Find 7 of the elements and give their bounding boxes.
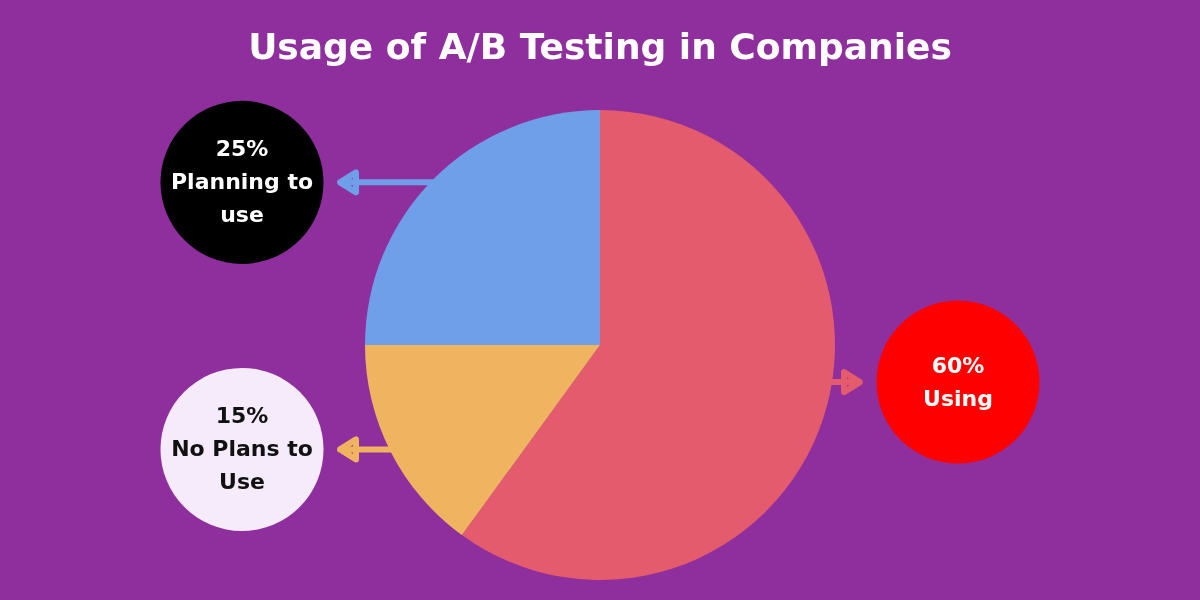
slice-label: Planning to use	[170, 169, 314, 228]
slice-label: No Plans to Use	[171, 436, 313, 495]
chart-title: Usage of A/B Testing in Companies	[248, 26, 952, 67]
data-label: 15%	[215, 403, 269, 429]
data-label: 60%	[931, 352, 985, 378]
data-label: 25%	[215, 136, 269, 162]
slice-label: Using	[923, 385, 993, 411]
